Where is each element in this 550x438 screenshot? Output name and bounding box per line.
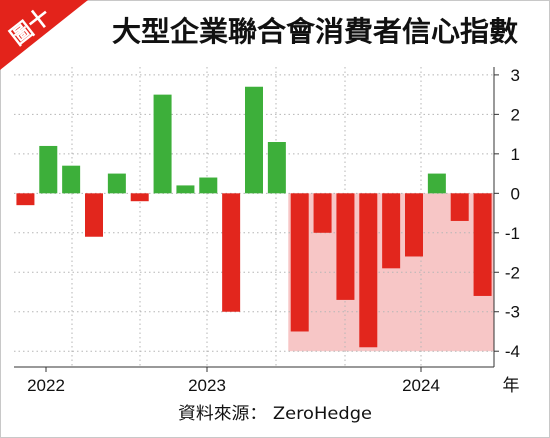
bar-20 xyxy=(450,193,469,221)
bar-layer xyxy=(16,86,492,348)
bar-9 xyxy=(199,177,218,194)
bar-13 xyxy=(290,193,309,332)
y-tick-label: 0 xyxy=(511,184,520,203)
axis-layer: 3 2 1 0 -1 -2 -3 -4 2022 2023 2024 xyxy=(14,66,520,395)
bar-16 xyxy=(359,193,378,348)
figure-tag xyxy=(0,0,88,70)
bar-8 xyxy=(176,185,195,194)
chart-title: 大型企業聯合會消費者信心指數 xyxy=(112,15,518,48)
y-tick-label: 3 xyxy=(511,66,520,85)
y-tick-label: -2 xyxy=(505,263,520,282)
x-axis-unit: 年 xyxy=(503,376,520,395)
x-tick-label: 2023 xyxy=(188,376,226,395)
x-tick-label: 2022 xyxy=(27,376,65,395)
y-tick-label: 1 xyxy=(511,145,520,164)
y-tick-label: -4 xyxy=(505,342,520,361)
bar-4 xyxy=(85,193,103,237)
y-tick-label: -1 xyxy=(505,224,520,243)
bar-18 xyxy=(405,193,423,257)
bar-1 xyxy=(16,193,35,206)
y-tick-label: 2 xyxy=(511,105,520,124)
bar-21 xyxy=(473,193,492,296)
bar-15 xyxy=(336,193,355,300)
source-note: 資料來源： ZeroHedge xyxy=(178,404,372,424)
bar-10 xyxy=(222,193,241,312)
bar-14 xyxy=(313,193,332,233)
y-tick-label: -3 xyxy=(505,303,520,322)
bar-19 xyxy=(427,173,446,194)
bar-6 xyxy=(130,193,149,202)
bar-5 xyxy=(107,173,126,194)
bar-2 xyxy=(39,145,58,194)
bar-17 xyxy=(382,193,401,269)
bar-3 xyxy=(62,165,81,194)
bar-11 xyxy=(245,86,263,194)
x-tick-label: 2024 xyxy=(402,376,440,395)
bar-7 xyxy=(153,94,172,194)
bar-12 xyxy=(267,142,286,194)
